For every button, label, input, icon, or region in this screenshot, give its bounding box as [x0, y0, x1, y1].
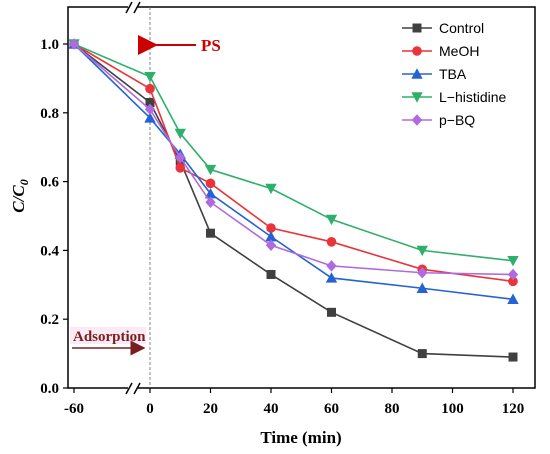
data-point — [326, 260, 337, 272]
y-tick-label: 0.4 — [40, 243, 59, 259]
data-point — [204, 164, 217, 176]
y-tick-label: 1.0 — [40, 37, 59, 53]
series-line — [73, 43, 514, 358]
data-point — [416, 245, 428, 257]
series-4 — [68, 38, 519, 281]
series-line — [73, 43, 514, 283]
data-point — [507, 256, 519, 267]
data-point — [266, 223, 276, 233]
data-point — [175, 163, 186, 173]
x-tick-label: 120 — [502, 401, 525, 417]
adsorption-label: Adsorption — [73, 329, 146, 345]
y-tick-label: 0.2 — [40, 312, 59, 328]
data-point — [265, 230, 277, 242]
data-point — [145, 83, 155, 94]
legend-marker — [412, 23, 422, 33]
x-axis-title: Time (min) — [260, 428, 341, 447]
data-point — [265, 183, 277, 195]
y-axis-title-subscript: 0 — [17, 179, 31, 185]
x-tick-label: 20 — [203, 401, 218, 417]
y-tick-label: 0.6 — [40, 175, 59, 191]
data-point — [507, 268, 519, 281]
legend-label: L−histidine — [439, 89, 507, 105]
data-point — [205, 196, 216, 208]
x-tick-label: 80 — [385, 401, 400, 417]
data-point — [265, 239, 277, 251]
data-point — [205, 178, 216, 189]
axis-break-bottom — [125, 382, 141, 395]
data-point — [144, 112, 156, 123]
data-point — [174, 128, 186, 140]
data-point — [325, 214, 338, 226]
legend-marker — [411, 92, 423, 103]
axis-ticks: -60 0 20 40 60 80 100 120 0.0 0.2 0.4 0.6 0.8 1.0 — [40, 37, 524, 417]
y-axis-title-main: C/C — [9, 185, 28, 213]
axis-break-gap-top — [128, 2, 138, 12]
data-point — [144, 103, 156, 116]
data-point — [206, 228, 215, 238]
legend-marker — [411, 114, 423, 126]
series-group — [68, 38, 519, 362]
series-line — [73, 43, 514, 301]
data-point — [327, 307, 336, 317]
plot-frame — [67, 6, 536, 389]
legend-label: p−BQ — [439, 112, 475, 128]
data-point — [266, 269, 276, 279]
series-line — [73, 43, 514, 276]
x-tick-label: -60 — [64, 401, 84, 417]
series-line — [73, 43, 514, 262]
legend-label: TBA — [439, 66, 467, 82]
adsorption-highlight — [70, 327, 146, 344]
y-axis-title: C/C0 — [9, 179, 31, 212]
axis-break-gap-bottom — [128, 383, 138, 393]
x-tick-label: 40 — [264, 401, 279, 417]
x-tick-label: 0 — [146, 401, 154, 417]
data-point — [68, 38, 80, 50]
y-tick-label: 0.8 — [40, 106, 59, 122]
ps-label: PS — [201, 36, 221, 55]
data-point — [417, 349, 427, 359]
x-tick-label: 100 — [441, 401, 464, 417]
data-point — [325, 272, 338, 283]
legend-label: Control — [439, 20, 484, 36]
data-point — [416, 282, 428, 293]
data-point — [204, 187, 217, 199]
data-point — [144, 71, 156, 83]
data-point — [508, 276, 518, 287]
legend-marker — [412, 46, 422, 56]
y-tick-label: 0.0 — [40, 381, 59, 397]
x-tick-label: 60 — [324, 401, 339, 417]
series-1 — [69, 39, 518, 287]
legend-label: MeOH — [439, 43, 479, 59]
data-point — [326, 237, 337, 247]
data-point — [175, 151, 186, 164]
data-point — [417, 267, 428, 279]
data-point — [507, 293, 519, 304]
legend-marker — [411, 68, 423, 79]
axis-break-top — [125, 1, 141, 14]
data-point — [508, 352, 518, 362]
data-point — [145, 97, 155, 107]
legend: Control MeOH TBA L−histidine p−BQ — [402, 20, 507, 128]
